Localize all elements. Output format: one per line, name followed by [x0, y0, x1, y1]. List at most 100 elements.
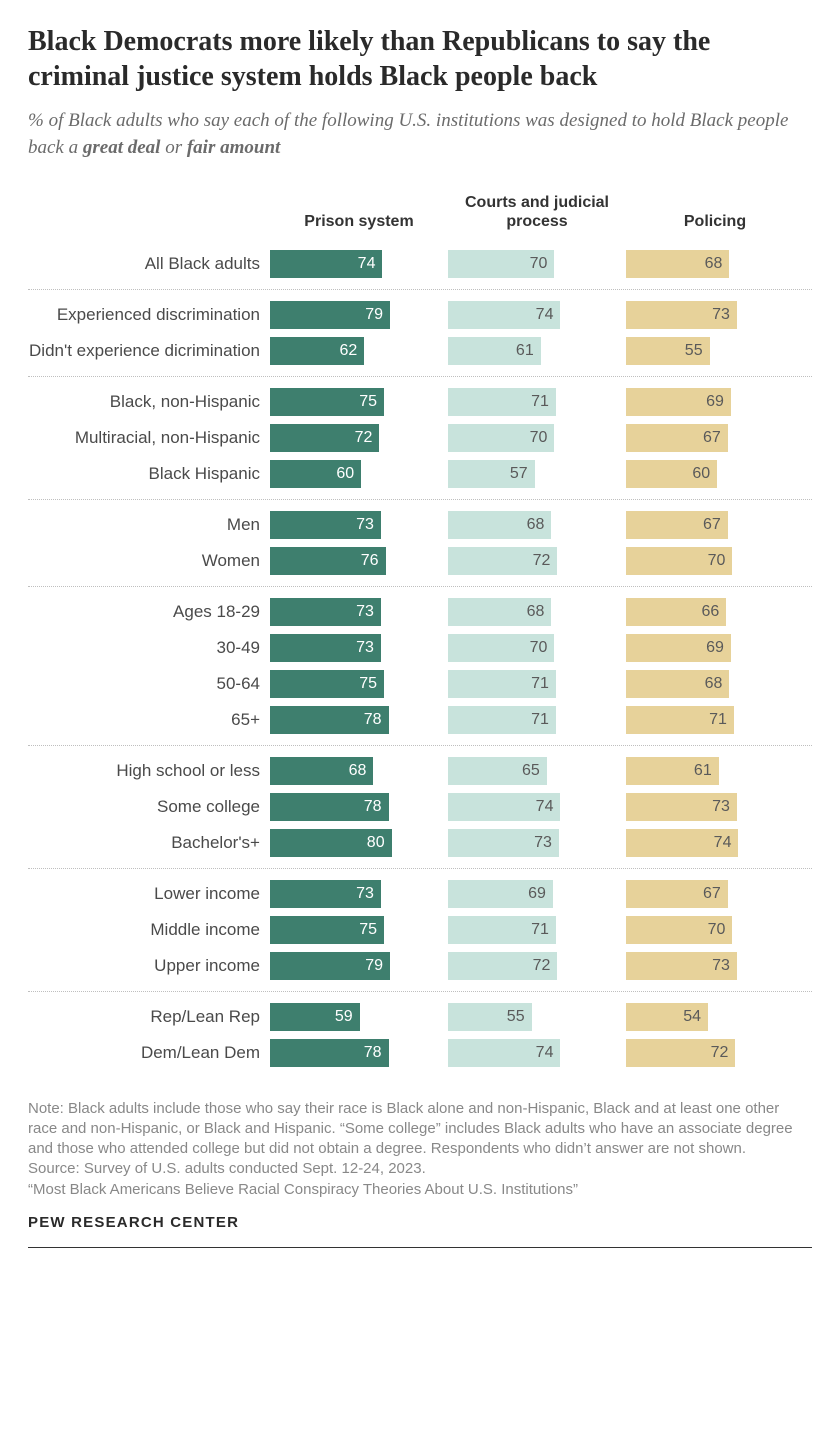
bar-cell: 78 — [270, 793, 448, 821]
bar: 68 — [448, 511, 551, 539]
bar-cell: 70 — [448, 634, 626, 662]
subtitle-bold-1: great deal — [83, 137, 161, 158]
bar: 70 — [448, 634, 554, 662]
bar: 61 — [626, 757, 719, 785]
row-label: Dem/Lean Dem — [28, 1043, 270, 1063]
table-row: Women767270 — [28, 543, 812, 579]
column-header-policing: Policing — [626, 193, 804, 231]
table-row: Middle income757170 — [28, 912, 812, 948]
bar: 70 — [626, 547, 732, 575]
bar: 66 — [626, 598, 726, 626]
chart-rows: All Black adults747068 Experienced discri… — [28, 242, 812, 1075]
reference-text: “Most Black Americans Believe Racial Con… — [28, 1180, 812, 1200]
bar: 71 — [448, 706, 556, 734]
bar: 73 — [448, 829, 559, 857]
bar-cell: 68 — [448, 511, 626, 539]
bar: 70 — [448, 250, 554, 278]
bar-cell: 74 — [626, 829, 804, 857]
table-row: Some college787473 — [28, 789, 812, 825]
chart-area: Prison system Courts and judicial proces… — [28, 193, 812, 1074]
bar-cell: 75 — [270, 916, 448, 944]
bar-cell: 70 — [626, 916, 804, 944]
table-row: Black, non-Hispanic757169 — [28, 384, 812, 420]
bar-cell: 80 — [270, 829, 448, 857]
table-row: 50-64757168 — [28, 666, 812, 702]
bar: 80 — [270, 829, 392, 857]
table-row: Black Hispanic605760 — [28, 456, 812, 492]
bar: 68 — [626, 670, 729, 698]
bar-cell: 73 — [626, 952, 804, 980]
bar: 76 — [270, 547, 386, 575]
bar: 55 — [448, 1003, 532, 1031]
row-group: Men736867Women767270 — [28, 503, 812, 583]
row-label: Lower income — [28, 884, 270, 904]
bar: 57 — [448, 460, 535, 488]
bar: 75 — [270, 388, 384, 416]
row-group: Rep/Lean Rep5955 54 Dem/Lean Dem78 7472 — [28, 995, 812, 1075]
group-divider — [28, 499, 812, 500]
bar-cell: 78 — [270, 1039, 448, 1067]
bar-cell: 67 — [626, 511, 804, 539]
row-label: Women — [28, 551, 270, 571]
bar: 71 — [448, 388, 556, 416]
row-label: Upper income — [28, 956, 270, 976]
table-row: Lower income736967 — [28, 876, 812, 912]
bar: 78 — [270, 1039, 389, 1067]
bar: 54 — [626, 1003, 708, 1031]
bar-cell: 73 — [270, 511, 448, 539]
bar: 70 — [448, 424, 554, 452]
bar-cell: 74 — [270, 250, 448, 278]
row-label: Rep/Lean Rep — [28, 1007, 270, 1027]
bar-cell: 75 — [270, 670, 448, 698]
bar: 73 — [270, 634, 381, 662]
table-row: 30-49737069 — [28, 630, 812, 666]
bar: 71 — [448, 916, 556, 944]
bar-cell: 60 — [626, 460, 804, 488]
bar: 73 — [270, 511, 381, 539]
bar: 74 — [448, 793, 560, 821]
bar: 73 — [270, 880, 381, 908]
bar-cell: 71 — [448, 388, 626, 416]
subtitle-mid: or — [160, 137, 186, 158]
note-text: Note: Black adults include those who say… — [28, 1099, 812, 1160]
column-header-courts: Courts and judicial process — [448, 193, 626, 231]
bar: 68 — [448, 598, 551, 626]
bar: 73 — [626, 793, 737, 821]
bar: 75 — [270, 916, 384, 944]
bar: 75 — [270, 670, 384, 698]
table-row: Bachelor's+807374 — [28, 825, 812, 861]
row-label: Black, non-Hispanic — [28, 392, 270, 412]
bar: 65 — [448, 757, 547, 785]
bar-cell: 66 — [626, 598, 804, 626]
table-row: Dem/Lean Dem78 7472 — [28, 1035, 812, 1071]
footer-line — [28, 1247, 812, 1248]
bar-cell: 61 — [448, 337, 626, 365]
row-group: Experienced discrimination797473Didn't e… — [28, 293, 812, 373]
table-row: Didn't experience dicrimination626155 — [28, 333, 812, 369]
bar: 72 — [626, 1039, 735, 1067]
bar-cell: 75 — [270, 388, 448, 416]
bar-cell: 71 — [626, 706, 804, 734]
column-headers: Prison system Courts and judicial proces… — [28, 193, 812, 231]
bar: 73 — [270, 598, 381, 626]
bar-cell: 71 — [448, 706, 626, 734]
bar: 68 — [270, 757, 373, 785]
bar-cell: 55 — [626, 337, 804, 365]
bar: 71 — [626, 706, 734, 734]
table-row: All Black adults747068 — [28, 246, 812, 282]
bar: 74 — [448, 301, 560, 329]
bar: 61 — [448, 337, 541, 365]
bar-cell: 62 — [270, 337, 448, 365]
table-row: Upper income797273 — [28, 948, 812, 984]
bar-cell: 74 — [448, 1039, 626, 1067]
group-divider — [28, 991, 812, 992]
bar: 72 — [270, 424, 379, 452]
table-row: Men736867 — [28, 507, 812, 543]
bar-cell: 59 — [270, 1003, 448, 1031]
table-row: Rep/Lean Rep5955 54 — [28, 999, 812, 1035]
group-divider — [28, 289, 812, 290]
bar-cell: 57 — [448, 460, 626, 488]
bar-cell: 79 — [270, 952, 448, 980]
bar-cell: 60 — [270, 460, 448, 488]
bar-cell: 73 — [270, 880, 448, 908]
